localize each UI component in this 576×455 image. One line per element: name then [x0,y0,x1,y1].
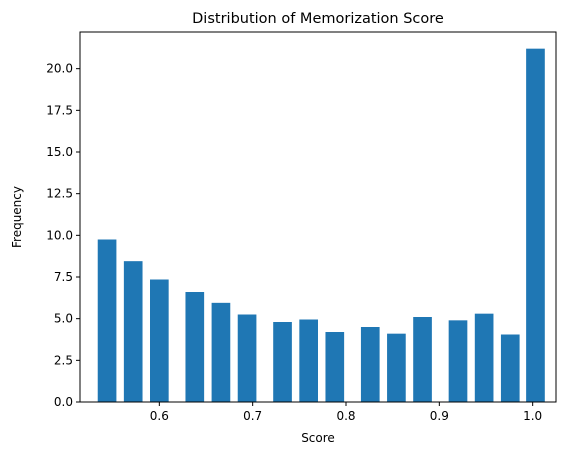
x-tick-label: 1.0 [523,409,542,423]
bar-4 [211,302,231,402]
x-tick-label: 0.8 [336,409,355,423]
bar-7 [299,319,318,402]
y-tick-label: 2.5 [54,353,73,367]
bar-9 [360,327,380,402]
y-tick-label: 15.0 [46,145,73,159]
x-axis-label: Score [301,431,335,445]
bar-14 [500,334,520,402]
bars-group [97,48,545,403]
plot-frame [79,31,557,403]
x-tick-label: 0.7 [243,409,262,423]
y-tick-label: 17.5 [46,103,73,117]
bar-12 [448,320,468,402]
y-tick-label: 7.5 [54,270,73,284]
bar-5 [237,314,257,402]
bar-15 [526,48,545,403]
bar-6 [273,322,292,402]
bar-10 [387,333,406,402]
y-tick-label: 10.0 [46,228,73,242]
y-tick-label: 0.0 [54,395,73,409]
chart-title: Distribution of Memorization Score [192,11,444,27]
x-tick-label: 0.9 [430,409,449,423]
y-axis-ticks: 0.0 2.5 5.0 7.5 10.0 12.5 15.0 17.5 20.0 [46,62,80,409]
y-tick-label: 20.0 [46,62,73,76]
bar-3 [185,292,205,402]
y-tick-label: 12.5 [46,187,73,201]
bar-13 [474,313,494,402]
bar-2 [150,279,169,402]
x-axis-ticks: 0.6 0.7 0.8 0.9 1.0 [150,402,542,423]
x-tick-label: 0.6 [150,409,169,423]
bar-11 [413,317,432,402]
y-tick-label: 5.0 [54,312,73,326]
bar-8 [325,332,345,402]
y-axis-label: Frequency [10,186,24,248]
bar-1 [123,261,143,402]
bar-0 [97,239,117,402]
